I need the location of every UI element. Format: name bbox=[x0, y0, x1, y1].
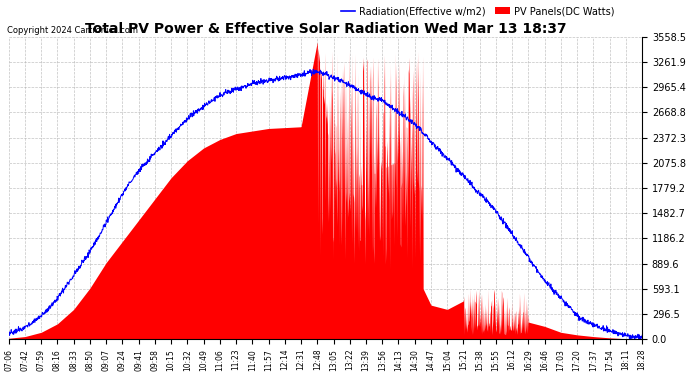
Title: Total PV Power & Effective Solar Radiation Wed Mar 13 18:37: Total PV Power & Effective Solar Radiati… bbox=[85, 22, 566, 36]
Legend: Radiation(Effective w/m2), PV Panels(DC Watts): Radiation(Effective w/m2), PV Panels(DC … bbox=[337, 2, 618, 20]
Text: Copyright 2024 Cartronics.com: Copyright 2024 Cartronics.com bbox=[7, 26, 138, 35]
